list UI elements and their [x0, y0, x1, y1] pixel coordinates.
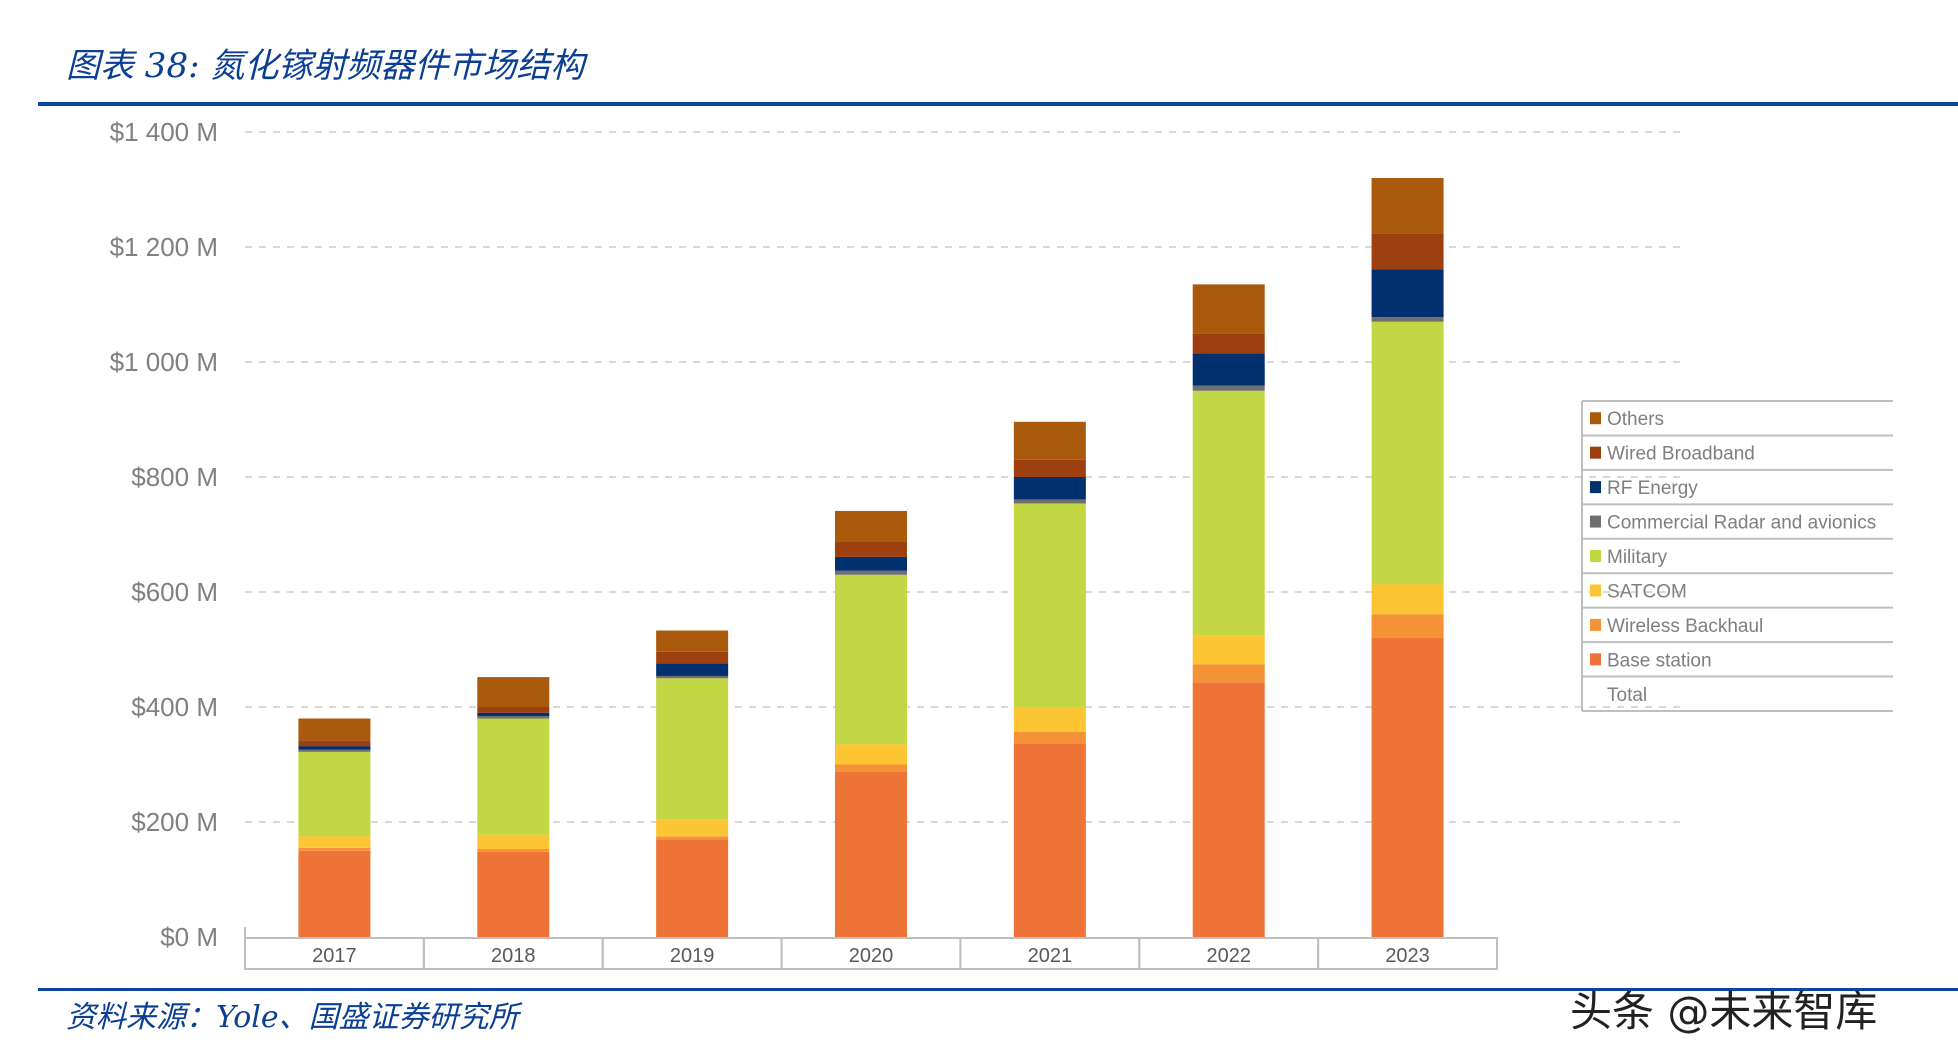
bar-segment-military: [1013, 503, 1086, 707]
legend-swatch: [1590, 653, 1601, 666]
figure-title: 图表 38: 氮化镓射频器件市场结构: [66, 46, 585, 86]
bar-segment-wireless-backhaul: [1013, 731, 1086, 744]
legend-label: Others: [1607, 409, 1664, 430]
bar-segment-commercial-radar-and-avionics: [656, 675, 729, 679]
x-tick-label: 2021: [1028, 945, 1073, 967]
x-category-cell: [1317, 937, 1498, 970]
bar-segment-others: [835, 510, 907, 542]
bar-segment-satcom: [656, 819, 729, 837]
source-note: 资料来源：Yole、国盛证券研究所: [66, 1000, 519, 1035]
bar-segment-wired-broadband: [1013, 459, 1086, 477]
y-tick-label: $1 000 M: [110, 347, 218, 377]
y-tick-label: $600 M: [131, 577, 218, 607]
bar-segment-satcom: [835, 744, 907, 765]
legend-label: SATCOM: [1607, 581, 1687, 602]
legend-swatch: [1590, 584, 1601, 597]
bar-segment-satcom: [477, 834, 550, 850]
legend-label: Total: [1607, 685, 1647, 706]
bar-segment-military: [656, 678, 729, 820]
bar-segment-satcom: [1013, 707, 1086, 732]
bar-segment-rf-energy: [1192, 353, 1265, 386]
bar-segment-wired-broadband: [835, 541, 907, 557]
bar-segment-military: [298, 751, 371, 837]
bar-segment-others: [1192, 284, 1265, 334]
bar-segment-others: [656, 630, 729, 652]
bar-segment-rf-energy: [1371, 269, 1444, 318]
watermark: 头条 @未来智库: [1570, 987, 1878, 1036]
bar-segment-rf-energy: [835, 556, 907, 571]
bar-segment-wired-broadband: [656, 651, 729, 664]
bar-segment-wireless-backhaul: [298, 847, 371, 851]
y-tick-label: $1 200 M: [110, 232, 218, 262]
bar-segment-base-station: [298, 850, 371, 937]
bar-segment-base-station: [477, 851, 550, 937]
legend-label: Base station: [1607, 650, 1712, 671]
bar-segment-commercial-radar-and-avionics: [298, 749, 371, 752]
bar-segment-commercial-radar-and-avionics: [1192, 385, 1265, 391]
legend-label: RF Energy: [1607, 478, 1698, 499]
bar-segment-military: [477, 718, 550, 835]
x-tick-label: 2020: [849, 945, 894, 967]
bar-segment-base-station: [835, 771, 907, 937]
bar-segment-others: [1013, 421, 1086, 460]
bottom-rule: [38, 988, 1958, 991]
bar-segment-military: [1192, 390, 1265, 636]
legend-swatch: [1590, 515, 1601, 528]
bar-segment-military: [1371, 321, 1444, 585]
legend-swatch: [1590, 550, 1601, 562]
top-rule: [38, 102, 1958, 106]
bar-segment-satcom: [298, 836, 371, 848]
bar-segment-rf-energy: [477, 712, 550, 717]
bar-segment-rf-energy: [1013, 477, 1086, 500]
bar-segment-wireless-backhaul: [1192, 664, 1265, 683]
bar-segment-commercial-radar-and-avionics: [477, 716, 550, 719]
x-tick-label: 2019: [670, 945, 715, 967]
x-tick-label: 2018: [491, 945, 536, 967]
legend-label: Commercial Radar and avionics: [1607, 513, 1876, 534]
legend-label: Wired Broadband: [1607, 444, 1755, 465]
bar-segment-wired-broadband: [1192, 333, 1265, 354]
bar-segment-wired-broadband: [1371, 233, 1444, 270]
y-tick-label: $800 M: [131, 462, 218, 492]
bar-segment-satcom: [1371, 584, 1444, 615]
legend-swatch: [1590, 618, 1601, 631]
bar-segment-rf-energy: [656, 663, 729, 676]
bar-segment-base-station: [1013, 743, 1086, 937]
bar-segment-others: [477, 677, 550, 707]
bar-segment-others: [1371, 178, 1444, 234]
bar-segment-commercial-radar-and-avionics: [1013, 499, 1086, 504]
legend-swatch: [1590, 412, 1601, 425]
x-tick-label: 2017: [312, 945, 357, 967]
bar-segment-others: [298, 718, 371, 741]
bar-segment-wireless-backhaul: [656, 836, 729, 840]
bar-segment-commercial-radar-and-avionics: [1371, 317, 1444, 322]
legend-swatch: [1590, 446, 1601, 459]
y-tick-label: $1 400 M: [110, 117, 218, 147]
bar-segment-wireless-backhaul: [477, 849, 550, 852]
y-tick-label: $200 M: [131, 807, 218, 837]
bar-segment-base-station: [1192, 682, 1265, 937]
bar-segment-base-station: [656, 839, 729, 937]
bar-segment-commercial-radar-and-avionics: [835, 570, 907, 575]
legend-label: Wireless Backhaul: [1607, 616, 1763, 637]
x-tick-label: 2022: [1206, 945, 1251, 967]
bar-segment-satcom: [1192, 635, 1265, 665]
bar-segment-rf-energy: [298, 746, 371, 750]
legend-swatch: [1590, 481, 1601, 494]
legend: Others Wired Broadband RF Energy Commercial…: [1581, 400, 1893, 712]
bar-segment-military: [835, 574, 907, 745]
bar-segment-base-station: [1371, 638, 1444, 937]
bar-segment-wired-broadband: [477, 707, 550, 713]
x-tick-label: 2023: [1385, 945, 1430, 967]
bar-segment-wireless-backhaul: [835, 764, 907, 772]
bar-segment-wired-broadband: [298, 740, 371, 747]
bar-segment-wireless-backhaul: [1371, 614, 1444, 638]
legend-label: Military: [1607, 547, 1668, 568]
y-tick-label: $400 M: [131, 692, 218, 722]
y-tick-label: $0 M: [160, 922, 218, 952]
